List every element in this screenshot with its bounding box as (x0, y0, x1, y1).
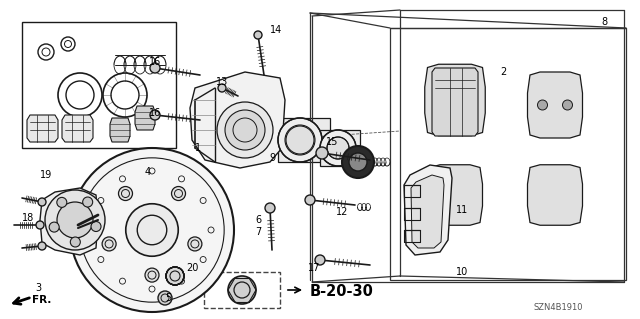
Circle shape (320, 130, 356, 166)
Text: 2: 2 (500, 67, 506, 77)
Circle shape (464, 95, 474, 105)
Text: SZN4B1910: SZN4B1910 (533, 303, 583, 313)
Polygon shape (27, 115, 58, 142)
Circle shape (118, 187, 132, 201)
Circle shape (83, 197, 93, 207)
Circle shape (38, 242, 46, 250)
Circle shape (285, 125, 315, 155)
Circle shape (538, 100, 547, 110)
Polygon shape (432, 68, 478, 136)
Polygon shape (428, 165, 483, 225)
Circle shape (265, 203, 275, 213)
Circle shape (218, 84, 226, 92)
Bar (278, 118, 330, 162)
Text: 4: 4 (145, 167, 151, 177)
Polygon shape (135, 106, 155, 130)
Circle shape (70, 237, 80, 247)
Circle shape (91, 221, 101, 232)
Circle shape (70, 148, 234, 312)
Circle shape (316, 147, 328, 159)
Text: FR.: FR. (32, 295, 51, 305)
Bar (320, 130, 360, 166)
Polygon shape (425, 64, 485, 136)
Text: 1: 1 (195, 143, 201, 153)
Text: 6: 6 (255, 215, 261, 225)
Text: 3: 3 (35, 283, 41, 293)
Text: 17: 17 (308, 263, 320, 273)
Circle shape (436, 95, 446, 105)
Text: 20: 20 (186, 263, 198, 273)
Polygon shape (110, 118, 130, 142)
Circle shape (342, 146, 374, 178)
Circle shape (327, 137, 349, 159)
Bar (204, 272, 280, 308)
Circle shape (278, 118, 322, 162)
Circle shape (150, 110, 160, 120)
Circle shape (349, 153, 367, 171)
Circle shape (563, 100, 573, 110)
Text: 18: 18 (22, 213, 34, 223)
Text: 14: 14 (270, 25, 282, 35)
Circle shape (150, 63, 160, 73)
Circle shape (166, 267, 184, 285)
Circle shape (57, 202, 93, 238)
Circle shape (57, 197, 67, 207)
Polygon shape (527, 72, 582, 138)
Text: 5: 5 (165, 293, 171, 303)
Bar (436, 77, 474, 123)
Text: 16: 16 (149, 57, 161, 67)
Polygon shape (62, 115, 93, 142)
Text: 13: 13 (216, 77, 228, 87)
Circle shape (49, 222, 59, 232)
Text: 10: 10 (456, 267, 468, 277)
Text: 11: 11 (456, 205, 468, 215)
Polygon shape (190, 72, 285, 168)
Circle shape (315, 255, 325, 265)
Text: 15: 15 (326, 137, 338, 147)
Circle shape (188, 237, 202, 251)
Circle shape (254, 31, 262, 39)
Polygon shape (527, 165, 582, 225)
Text: 7: 7 (255, 227, 261, 237)
Circle shape (217, 102, 273, 158)
Circle shape (102, 237, 116, 251)
Text: 16: 16 (149, 108, 161, 118)
Polygon shape (411, 175, 444, 248)
Circle shape (38, 198, 46, 206)
Text: 12: 12 (336, 207, 348, 217)
Circle shape (172, 187, 186, 201)
Polygon shape (404, 165, 452, 255)
Circle shape (36, 221, 44, 229)
Circle shape (305, 195, 315, 205)
Text: 8: 8 (601, 17, 607, 27)
Bar (390, 28, 626, 280)
Circle shape (225, 110, 265, 150)
Text: 19: 19 (40, 170, 52, 180)
Circle shape (125, 204, 178, 256)
Text: B-20-30: B-20-30 (310, 284, 374, 299)
Circle shape (45, 190, 105, 250)
Polygon shape (40, 188, 98, 255)
Bar (538, 84, 573, 126)
Circle shape (158, 291, 172, 305)
Bar (22, 22, 176, 148)
Text: 9: 9 (269, 153, 275, 163)
Circle shape (228, 276, 256, 304)
Circle shape (145, 268, 159, 282)
